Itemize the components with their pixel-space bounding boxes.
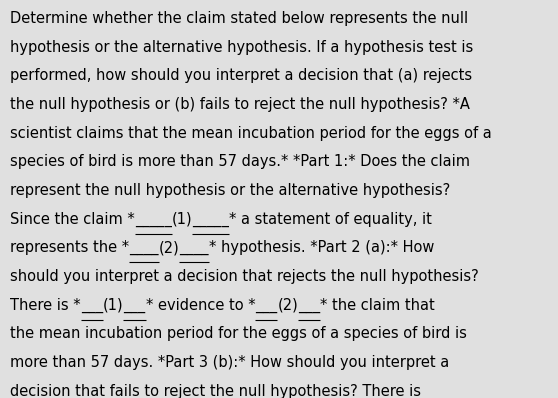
Text: ___: ___ bbox=[255, 298, 277, 313]
Text: the null hypothesis or (b) fails to reject the null hypothesis? *A: the null hypothesis or (b) fails to reje… bbox=[10, 97, 470, 112]
Text: _____: _____ bbox=[193, 212, 229, 227]
Text: ___: ___ bbox=[123, 298, 146, 313]
Text: * hypothesis. *Part 2 (a):* How: * hypothesis. *Part 2 (a):* How bbox=[209, 240, 434, 256]
Text: represent the null hypothesis or the alternative hypothesis?: represent the null hypothesis or the alt… bbox=[10, 183, 450, 198]
Text: (2): (2) bbox=[277, 298, 298, 313]
Text: more than 57 days. *Part 3 (b):* How should you interpret a: more than 57 days. *Part 3 (b):* How sho… bbox=[10, 355, 449, 370]
Text: ____: ____ bbox=[129, 240, 158, 256]
Text: should you interpret a decision that rejects the null hypothesis?: should you interpret a decision that rej… bbox=[10, 269, 479, 284]
Text: There is *: There is * bbox=[10, 298, 81, 313]
Text: ____: ____ bbox=[180, 240, 209, 256]
Text: * evidence to *: * evidence to * bbox=[146, 298, 255, 313]
Text: scientist claims that the mean incubation period for the eggs of a: scientist claims that the mean incubatio… bbox=[10, 126, 492, 141]
Text: * the claim that: * the claim that bbox=[320, 298, 435, 313]
Text: * a statement of equality, it: * a statement of equality, it bbox=[229, 212, 432, 227]
Text: ___: ___ bbox=[298, 298, 320, 313]
Text: ___: ___ bbox=[81, 298, 103, 313]
Text: hypothesis or the alternative hypothesis. If a hypothesis test is: hypothesis or the alternative hypothesis… bbox=[10, 40, 473, 55]
Text: Determine whether the claim stated below represents the null: Determine whether the claim stated below… bbox=[10, 11, 468, 26]
Text: represents the *: represents the * bbox=[10, 240, 129, 256]
Text: _____: _____ bbox=[135, 212, 172, 227]
Text: Since the claim *: Since the claim * bbox=[10, 212, 135, 227]
Text: (1): (1) bbox=[172, 212, 193, 227]
Text: decision that fails to reject the null hypothesis? There is: decision that fails to reject the null h… bbox=[10, 384, 421, 398]
Text: performed, how should you interpret a decision that (a) rejects: performed, how should you interpret a de… bbox=[10, 68, 472, 84]
Text: species of bird is more than 57 days.* *Part 1:* Does the claim: species of bird is more than 57 days.* *… bbox=[10, 154, 470, 170]
Text: (1): (1) bbox=[103, 298, 123, 313]
Text: (2): (2) bbox=[158, 240, 180, 256]
Text: the mean incubation period for the eggs of a species of bird is: the mean incubation period for the eggs … bbox=[10, 326, 467, 341]
